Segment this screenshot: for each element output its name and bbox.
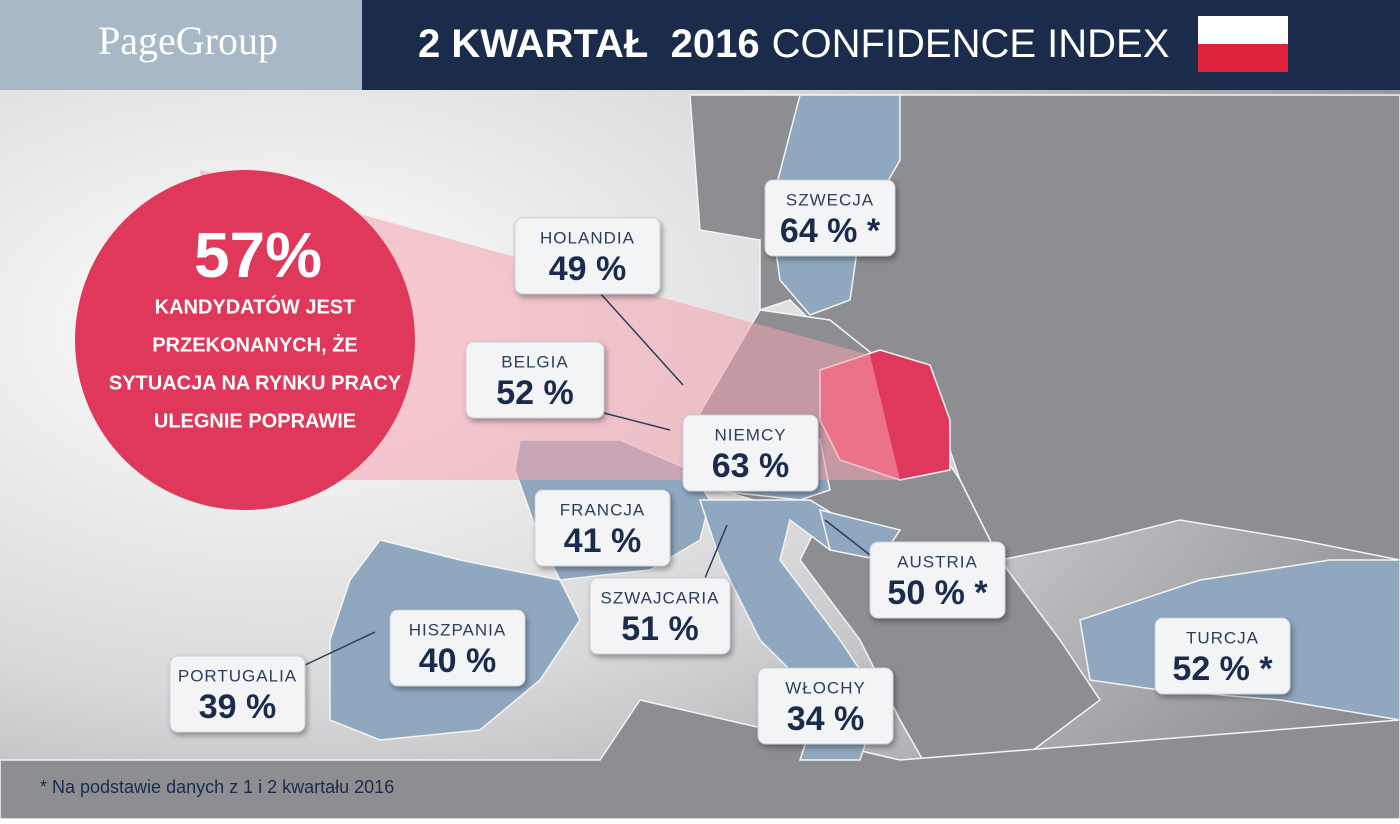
logo-panel: [0, 0, 362, 90]
country-value: 64 % *: [780, 212, 881, 250]
highlight-line: ULEGNIE POPRAWIE: [154, 410, 356, 432]
highlight-value: 57%: [194, 219, 322, 291]
country-name: HISZPANIA: [409, 620, 506, 639]
label-box: [589, 577, 731, 655]
label-box: [389, 609, 526, 687]
leader-line: [304, 631, 376, 666]
country-value: 49 %: [549, 250, 627, 288]
country-name: AUSTRIA: [897, 552, 978, 571]
title: 2 KWARTAŁ 2016 CONFIDENCE INDEX: [418, 22, 1169, 66]
leader-line: [704, 524, 728, 579]
flag-white: [1198, 16, 1288, 44]
label-box: [465, 341, 605, 419]
title-light: CONFIDENCE INDEX: [772, 22, 1170, 66]
leader-line: [824, 519, 871, 556]
title-bold: 2 KWARTAŁ 2016: [418, 22, 760, 66]
leader-line: [599, 292, 684, 386]
highlight-line: SYTUACJA NA RYNKU PRACY: [109, 372, 402, 394]
country-name: HOLANDIA: [540, 228, 635, 247]
highlight-text: KANDYDATÓW JEST PRZEKONANYCH, ŻE SYTUACJA …: [109, 294, 402, 432]
country-name: TURCJA: [1186, 628, 1259, 647]
country-name: NIEMCY: [714, 425, 786, 444]
logo: PageGroup: [98, 18, 278, 63]
country-value: 39 %: [199, 688, 277, 726]
label-box: [757, 667, 894, 745]
label-box: [682, 414, 819, 492]
label-box: [1154, 617, 1291, 695]
label-box: [169, 655, 306, 733]
country-name: SZWECJA: [786, 190, 874, 209]
country-value: 63 %: [712, 447, 790, 485]
highlight-line: KANDYDATÓW JEST: [155, 294, 356, 318]
country-value: 51 %: [621, 610, 699, 648]
country-value: 52 %: [496, 374, 574, 412]
label-box: [869, 541, 1006, 619]
leader-line: [599, 411, 671, 431]
country-labels: HOLANDIA 49 % SZWECJA 64 % * BELGIA 52 % NIEMC…: [169, 179, 1291, 745]
highlight-circle: [75, 170, 415, 510]
label-box: [514, 217, 661, 295]
flag-red: [1198, 44, 1288, 72]
country-value: 52 % *: [1172, 650, 1273, 688]
country-name: SZWAJCARIA: [601, 588, 720, 607]
country-value: 41 %: [564, 522, 642, 560]
country-name: PORTUGALIA: [178, 666, 297, 685]
country-value: 40 %: [419, 642, 497, 680]
country-name: BELGIA: [501, 352, 568, 371]
country-name: FRANCJA: [560, 500, 645, 519]
highlight-line: PRZEKONANYCH, ŻE: [152, 333, 358, 356]
country-value: 34 %: [787, 700, 865, 738]
leader-lines: [304, 292, 871, 666]
label-box: [534, 489, 671, 567]
country-name: WŁOCHY: [785, 678, 866, 697]
footnote: * Na podstawie danych z 1 i 2 kwartału 2…: [40, 777, 394, 797]
country-value: 50 % *: [887, 574, 988, 612]
label-box: [764, 179, 896, 257]
